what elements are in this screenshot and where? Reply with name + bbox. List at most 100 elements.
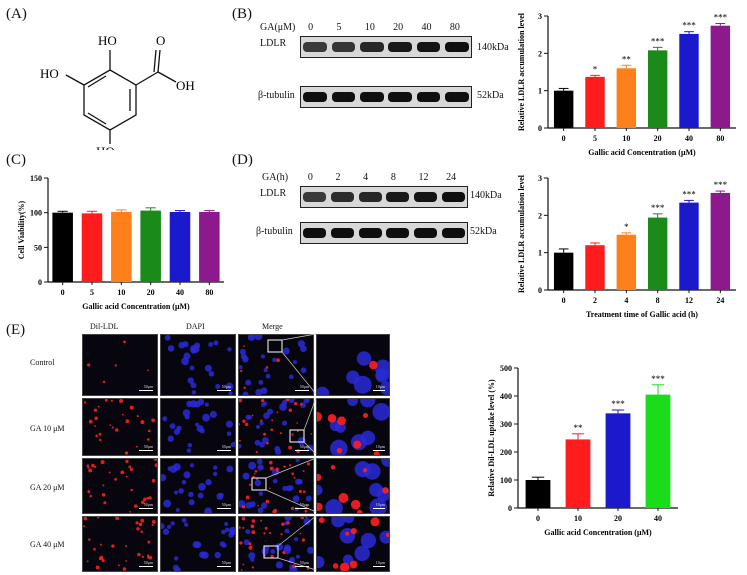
chart-b-xlabel: Gallic acid Concentration (μM) (588, 148, 696, 157)
ldl-puncta (93, 408, 98, 412)
ldl-puncta (87, 466, 90, 469)
nucleus (215, 383, 221, 390)
nucleus (226, 431, 232, 436)
scale-bar-label: 50μm (221, 560, 231, 565)
nucleus (221, 543, 227, 548)
micrograph-r3-c3: 10μm (316, 516, 390, 572)
chart-d-sig-5: *** (714, 180, 728, 190)
blot-d-band-0-1 (330, 192, 355, 202)
nucleus (254, 335, 263, 341)
nucleus (374, 359, 389, 376)
blot-d-band-0-4 (413, 192, 438, 202)
ldl-puncta (292, 564, 297, 569)
ldl-puncta (253, 472, 256, 475)
chart-b-sig-3: *** (651, 36, 665, 46)
ldl-puncta (345, 531, 350, 536)
nucleus (184, 522, 189, 527)
chart-d-bar-1 (585, 245, 605, 290)
ldl-puncta (273, 508, 278, 513)
blot-d-band-1-3 (386, 228, 410, 238)
nucleus (208, 342, 214, 347)
ldl-puncta (291, 433, 294, 436)
ldl-puncta (110, 399, 113, 402)
ldl-puncta (123, 340, 126, 344)
ldl-puncta (245, 495, 250, 500)
ldl-puncta (282, 551, 286, 555)
chart-b-ytick-label-2: 2 (538, 49, 542, 58)
row-label-control: Control (30, 358, 55, 367)
nucleus (263, 412, 270, 419)
ldl-puncta (288, 445, 293, 450)
zoom-box-3 (263, 545, 279, 559)
ldl-puncta (102, 484, 105, 487)
ldl-puncta (129, 467, 134, 472)
nucleus (178, 488, 184, 494)
chart-b-sig-4: *** (682, 21, 696, 31)
ldl-puncta (87, 363, 91, 367)
ldl-puncta (248, 545, 253, 550)
chart-e-xtick-label-1: 10 (574, 514, 582, 523)
ldl-puncta (140, 420, 145, 425)
ldl-puncta (327, 414, 337, 423)
chart-d-bar-5 (710, 192, 731, 290)
nucleus (282, 420, 288, 426)
chart-b-xtick-label-0: 0 (562, 134, 566, 143)
blot-b-band-1-0 (303, 92, 328, 102)
ldl-puncta (263, 432, 267, 436)
zoom-line-bottom-1 (303, 441, 317, 455)
ldl-puncta (265, 366, 269, 369)
ldl-puncta (298, 489, 303, 493)
blot-d-row-1 (300, 222, 468, 244)
ldl-puncta (146, 496, 149, 500)
ldl-puncta (257, 504, 260, 507)
nucleus (166, 524, 172, 530)
nucleus (247, 415, 253, 420)
ldl-puncta (140, 530, 144, 533)
ldl-puncta (104, 399, 108, 402)
blot-d-band-0-0 (303, 192, 327, 202)
bond-carboxyl (135, 71, 159, 86)
chart-e-bar-3 (645, 394, 671, 508)
nucleus (195, 422, 200, 427)
ldl-puncta (134, 504, 138, 508)
blot-d-band-1-5 (441, 228, 465, 238)
nucleus (317, 556, 325, 569)
nucleus (347, 399, 358, 407)
nucleus (289, 374, 294, 380)
chart-e-xtick-label-3: 40 (654, 514, 662, 523)
blot-b-band-1-3 (388, 92, 413, 102)
scale-bar (295, 508, 309, 509)
nucleus (197, 492, 204, 499)
chart-d-xtick-label-5: 24 (716, 296, 724, 305)
ldl-puncta (89, 494, 92, 498)
blot-d-row-name-0: LDLR (260, 188, 287, 199)
zoom-line-top-3 (277, 515, 317, 547)
scale-bar (139, 390, 153, 391)
nucleus (254, 479, 262, 487)
chart-d-xtick-label-4: 12 (685, 296, 693, 305)
nucleus (360, 399, 376, 408)
ldl-puncta (87, 490, 91, 493)
ldl-puncta (317, 502, 323, 511)
ldl-puncta (370, 517, 380, 527)
chart-e-xtick-label-0: 0 (536, 514, 540, 523)
chart-d-xtick-label-2: 4 (624, 296, 628, 305)
nucleus (214, 551, 221, 559)
nucleus (284, 517, 293, 522)
panel-d-label: (D) (232, 152, 253, 168)
ldl-puncta (147, 540, 151, 544)
ldl-puncta (101, 558, 105, 563)
blot-d-band-0-3 (386, 192, 410, 202)
blot-b-condition-4: 40 (421, 22, 432, 33)
nucleus (245, 529, 251, 535)
ldl-puncta (286, 521, 290, 525)
chart-c-xtick-label-2: 10 (117, 288, 125, 297)
chart-e-ytick-label-2: 200 (500, 448, 512, 457)
nucleus (259, 421, 264, 426)
nucleus (174, 490, 179, 495)
ldl-puncta (269, 487, 271, 490)
ldl-puncta (306, 505, 309, 508)
chart-c-bar-5 (199, 211, 220, 282)
zoom-box-1 (289, 429, 305, 443)
